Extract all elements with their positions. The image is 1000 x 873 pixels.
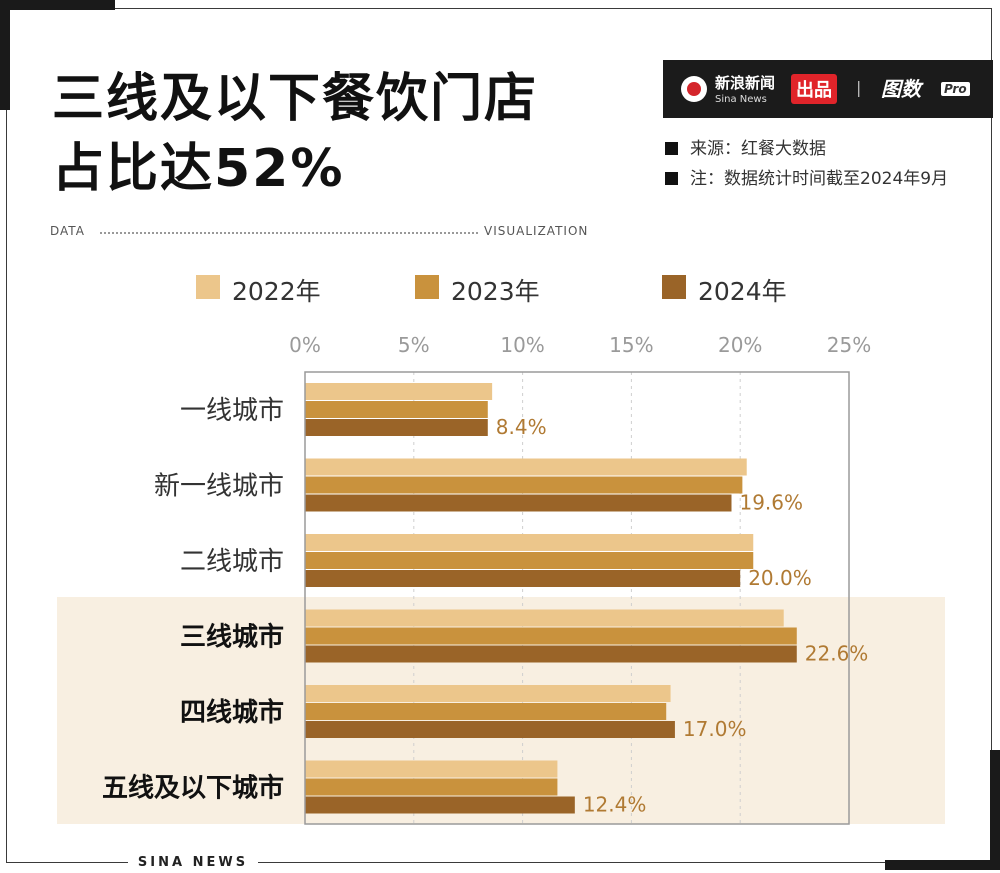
note-source: 来源：红餐大数据 (665, 136, 955, 162)
bar (305, 476, 743, 494)
chart-title-line2: 占比达52% (52, 139, 345, 199)
deco-dotted-line (100, 232, 478, 234)
bar (305, 419, 488, 436)
category-label: 新一线城市 (154, 472, 284, 502)
bar (305, 458, 747, 476)
data-label: 12.4% (583, 793, 647, 817)
bar (305, 401, 488, 418)
data-label: 19.6% (739, 491, 803, 515)
bar (305, 778, 558, 796)
corner-decoration-bottom-right-vertical (990, 750, 1000, 870)
x-tick-label: 25% (827, 333, 871, 357)
brand-tag: 出品 (791, 74, 837, 104)
corner-decoration-top-left (0, 0, 115, 10)
bullet-square-icon (665, 142, 678, 155)
x-tick-label: 10% (500, 333, 544, 357)
bar (305, 609, 784, 627)
legend-label-2024: 2024年 (698, 277, 787, 306)
data-label: 17.0% (683, 717, 747, 741)
bar (305, 570, 741, 587)
product-badge: Pro (941, 82, 970, 96)
bar (305, 494, 732, 512)
corner-decoration-top-left-vertical (0, 0, 10, 110)
legend-label-2023: 2023年 (451, 277, 540, 306)
bar (305, 796, 575, 814)
bar (305, 383, 493, 400)
legend-swatch-2024 (662, 275, 686, 299)
x-tick-label: 20% (718, 333, 762, 357)
bar (305, 721, 675, 738)
chart-title-line1: 三线及以下餐饮门店 (52, 69, 539, 129)
deco-data-label: DATA (50, 224, 85, 238)
corner-decoration-bottom-right (885, 860, 1000, 870)
x-tick-label: 15% (609, 333, 653, 357)
chart-title: 三线及以下餐饮门店 占比达52% (52, 64, 538, 204)
x-tick-label: 5% (398, 333, 430, 357)
brand-banner: 新浪新闻 Sina News 出品 | 图数 Pro (663, 60, 993, 118)
x-tick-label: 0% (289, 333, 321, 357)
bar (305, 760, 558, 778)
product-logo: 图数 (881, 77, 921, 101)
brand-name-en: Sina News (715, 94, 767, 105)
legend-label-2022: 2022年 (232, 277, 321, 306)
data-label: 20.0% (748, 566, 812, 590)
note-date: 注：数据统计时间截至2024年9月 (665, 166, 955, 192)
category-label: 一线城市 (180, 396, 284, 426)
plot-frame (304, 371, 850, 825)
outer-frame (6, 8, 992, 863)
bar (305, 703, 667, 720)
category-label: 二线城市 (180, 547, 284, 577)
bar (305, 645, 797, 663)
note-source-text: 来源：红餐大数据 (690, 139, 826, 159)
data-label: 22.6% (805, 642, 869, 666)
legend-swatch-2023 (415, 275, 439, 299)
brand-separator: | (856, 78, 862, 97)
data-label: 8.4% (496, 415, 547, 439)
category-label: 三线城市 (180, 622, 284, 653)
deco-visualization-label: VISUALIZATION (484, 224, 589, 238)
bar (305, 627, 797, 645)
bar (305, 534, 754, 551)
category-label: 四线城市 (180, 697, 284, 728)
brand-name-cn: 新浪新闻 (715, 74, 776, 92)
bar (305, 685, 671, 702)
bullet-square-icon (665, 172, 678, 185)
footer-label: SINA NEWS (128, 853, 258, 873)
sina-logo-icon (681, 76, 707, 102)
bar (305, 552, 754, 569)
note-date-text: 注：数据统计时间截至2024年9月 (690, 169, 949, 189)
legend-swatch-2022 (196, 275, 220, 299)
category-label: 五线及以下城市 (102, 773, 284, 804)
